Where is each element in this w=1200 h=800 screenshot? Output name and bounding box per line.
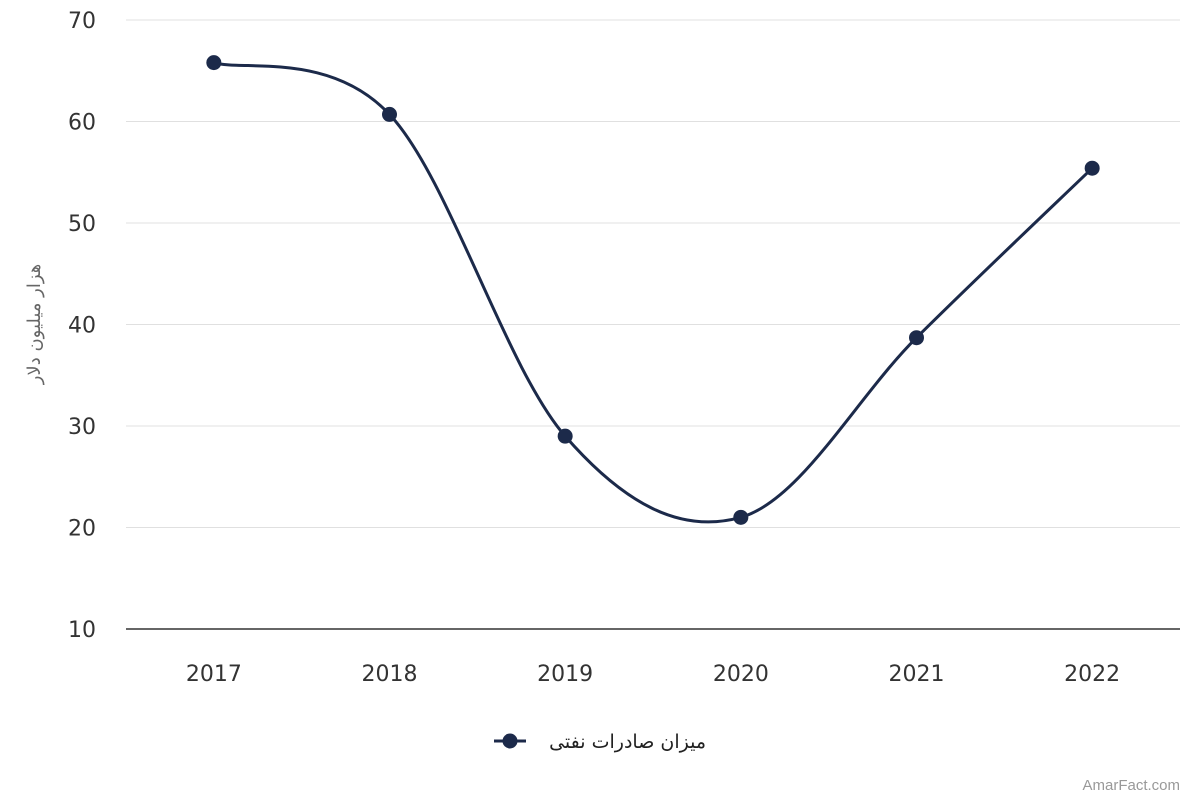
data-point[interactable]: [382, 106, 397, 122]
y-tick-label: 40: [68, 314, 96, 339]
data-point[interactable]: [909, 330, 924, 346]
data-points: [206, 55, 1100, 525]
y-tick-label: 70: [68, 9, 96, 34]
series-line: [213, 61, 1094, 524]
data-point[interactable]: [733, 509, 749, 525]
credit: AmarFact.com: [1082, 777, 1180, 794]
x-tick-label: 2021: [889, 662, 945, 687]
y-axis-ticks: 10 20 30 40 50 60 70: [68, 9, 96, 643]
x-tick-label: 2022: [1064, 662, 1120, 687]
x-tick-label: 2020: [713, 662, 769, 687]
x-tick-label: 2017: [186, 662, 242, 687]
y-tick-label: 60: [68, 111, 96, 136]
y-tick-label: 50: [68, 212, 96, 237]
x-tick-label: 2019: [537, 662, 593, 687]
data-point[interactable]: [206, 55, 222, 71]
y-axis-title: هزار میلیون دلار: [24, 264, 45, 386]
legend-marker-icon: [502, 733, 518, 749]
x-axis-ticks: 2017 2018 2019 2020 2021 2022: [186, 662, 1120, 687]
x-tick-label: 2018: [362, 662, 418, 687]
grid-lines: [126, 19, 1180, 528]
y-tick-label: 20: [68, 517, 96, 542]
y-tick-label: 30: [68, 415, 96, 440]
legend-label[interactable]: میزان صادرات نفتی: [549, 731, 706, 753]
y-tick-label: 10: [68, 618, 96, 643]
legend[interactable]: میزان صادرات نفتی: [494, 731, 706, 753]
data-point[interactable]: [1084, 160, 1100, 176]
data-point[interactable]: [557, 428, 573, 444]
